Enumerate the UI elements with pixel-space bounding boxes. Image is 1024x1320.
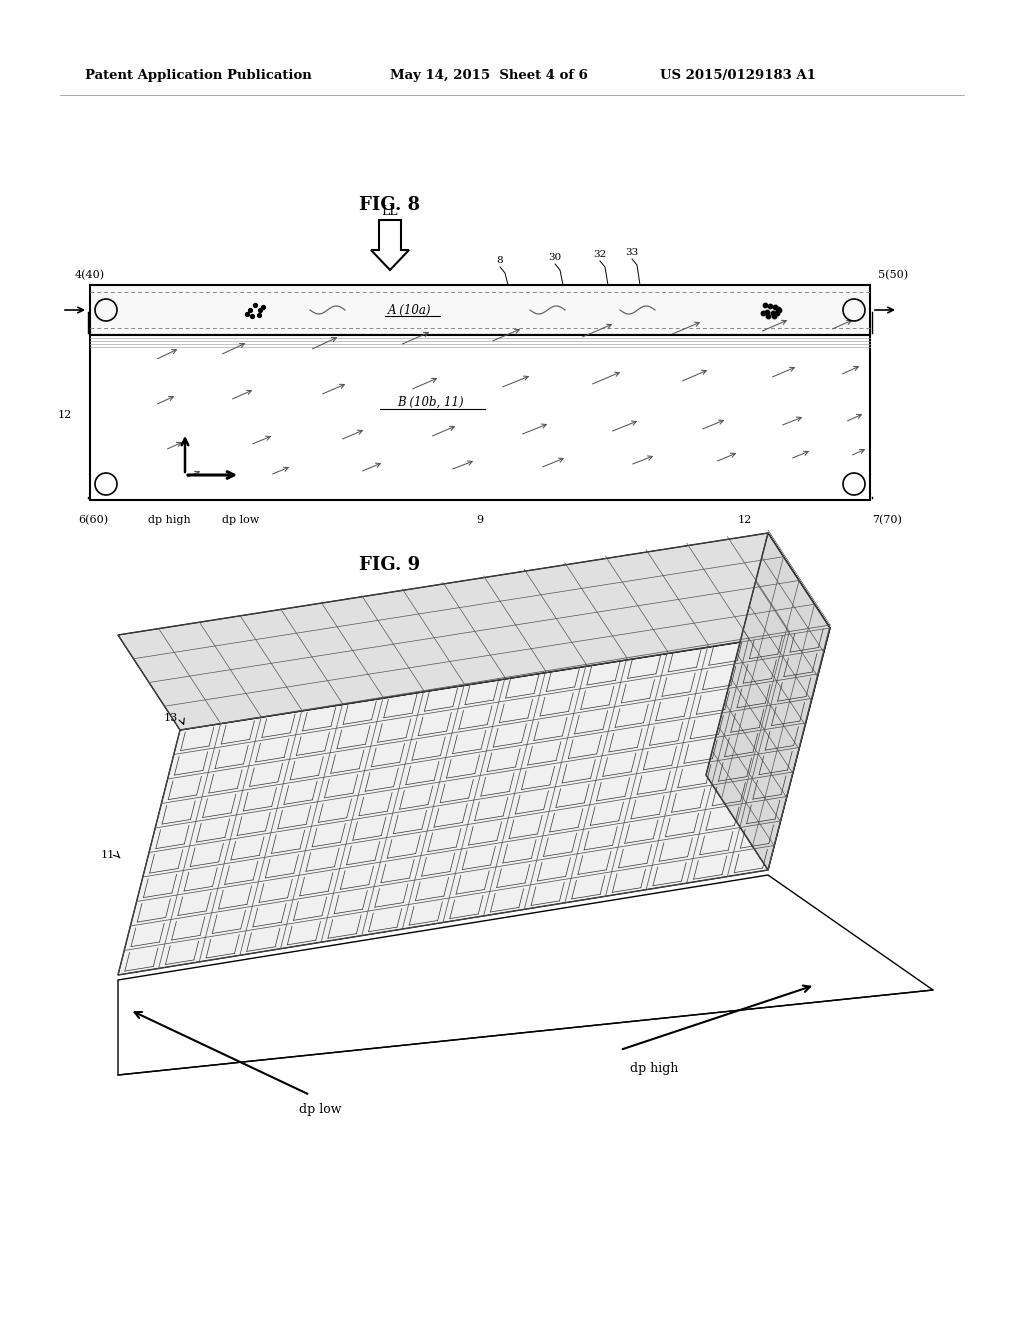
Text: FIG. 8: FIG. 8: [359, 195, 421, 214]
Text: 9: 9: [476, 515, 483, 525]
Text: LL: LL: [382, 205, 398, 218]
Text: A (10a): A (10a): [388, 304, 432, 317]
Text: FIG. 9: FIG. 9: [359, 556, 421, 574]
Text: 11: 11: [100, 850, 115, 861]
Text: 6(60): 6(60): [78, 515, 109, 525]
Text: dp low: dp low: [299, 1104, 341, 1115]
Text: 4(40): 4(40): [75, 269, 105, 280]
Text: 12: 12: [57, 411, 72, 420]
Text: 33: 33: [626, 248, 639, 257]
FancyArrow shape: [371, 220, 409, 271]
Text: Patent Application Publication: Patent Application Publication: [85, 69, 311, 82]
Text: dp high: dp high: [148, 515, 190, 525]
Polygon shape: [118, 628, 830, 975]
Text: 8: 8: [497, 256, 504, 265]
Bar: [90, 285, 870, 335]
Text: dp high: dp high: [630, 1063, 678, 1074]
Text: May 14, 2015  Sheet 4 of 6: May 14, 2015 Sheet 4 of 6: [390, 69, 588, 82]
Text: 7(70): 7(70): [872, 515, 902, 525]
Text: 30: 30: [549, 253, 561, 261]
Text: US 2015/0129183 A1: US 2015/0129183 A1: [660, 69, 816, 82]
Text: dp low: dp low: [222, 515, 259, 525]
Polygon shape: [118, 875, 933, 1074]
Text: 5(50): 5(50): [878, 269, 908, 280]
Text: B (10b, 11): B (10b, 11): [396, 396, 463, 409]
Polygon shape: [706, 533, 830, 870]
Text: 12: 12: [738, 515, 752, 525]
Bar: [90, 335, 870, 500]
Polygon shape: [118, 533, 830, 730]
Text: 13: 13: [164, 713, 178, 723]
Text: 32: 32: [593, 249, 606, 259]
